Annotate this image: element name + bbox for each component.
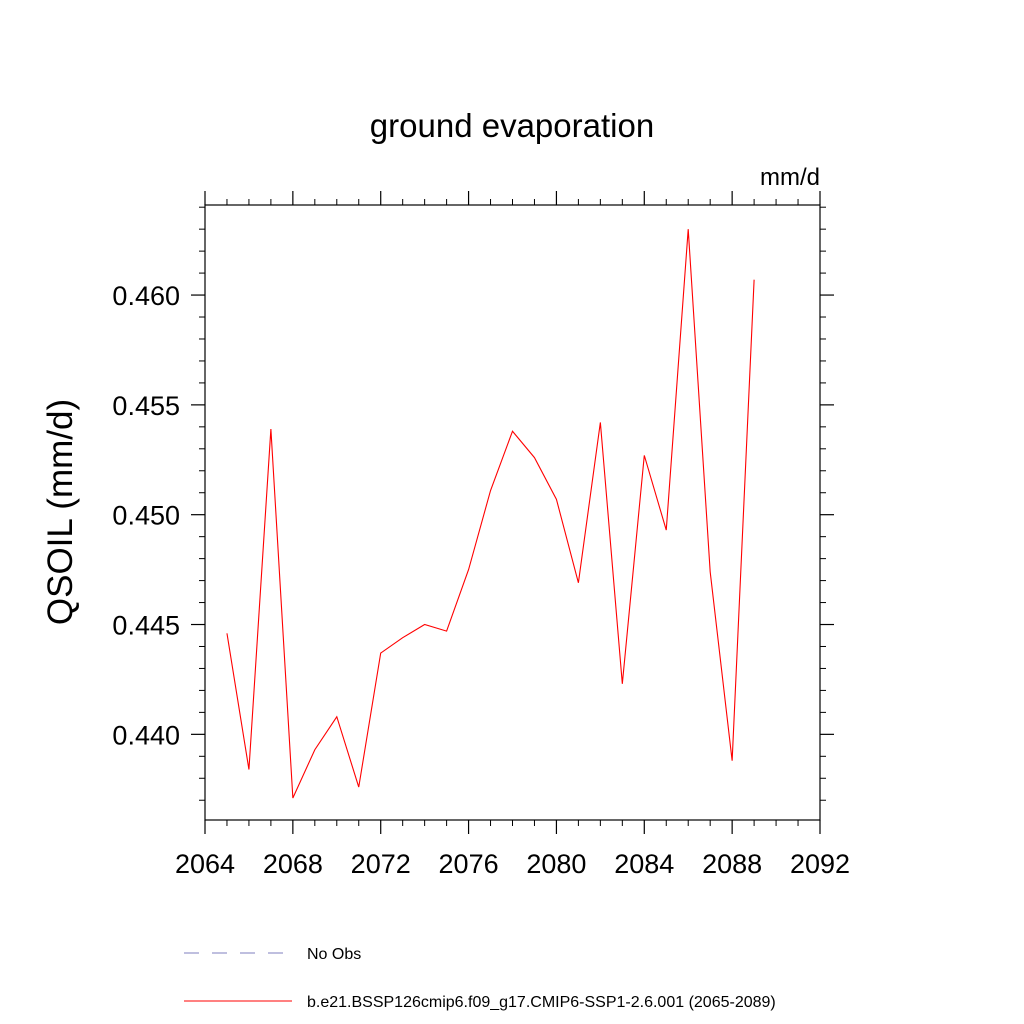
y-tick-label: 0.455 (112, 391, 180, 421)
legend-label: b.e21.BSSP126cmip6.f09_g17.CMIP6-SSP1-2.… (307, 994, 776, 1011)
x-tick-label: 2092 (790, 849, 850, 879)
axis-tick-labels: 2064 2068 2072 2076 2080 2084 2088 2092 0.440 0.4… (112, 281, 850, 879)
y-tick-label: 0.450 (112, 501, 180, 531)
y-tick-label: 0.460 (112, 281, 180, 311)
series-layer (226, 229, 755, 799)
units-label: mm/d (760, 164, 820, 191)
x-tick-label: 2084 (614, 849, 674, 879)
y-tick-label: 0.440 (112, 720, 180, 750)
x-tick-label: 2088 (702, 849, 762, 879)
chart-title: ground evaporation (370, 107, 654, 144)
x-tick-label: 2080 (526, 849, 586, 879)
x-tick-label: 2076 (439, 849, 499, 879)
x-tick-label: 2064 (175, 849, 235, 879)
series-line (226, 229, 755, 799)
x-tick-label: 2072 (351, 849, 411, 879)
y-tick-label: 0.445 (112, 611, 180, 641)
y-axis-label: QSOIL (mm/d) (41, 399, 80, 625)
x-tick-label: 2068 (263, 849, 323, 879)
axis-ticks (191, 191, 834, 834)
plot-frame (204, 204, 821, 821)
legend-label: No Obs (307, 946, 361, 963)
legend: No Obs b.e21.BSSP126cmip6.f09_g17.CMIP6-S… (184, 946, 776, 1011)
